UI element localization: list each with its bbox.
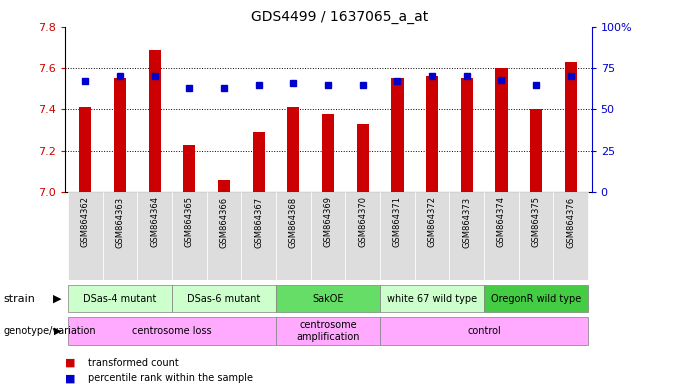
Text: centrosome
amplification: centrosome amplification: [296, 320, 360, 342]
FancyBboxPatch shape: [380, 285, 484, 313]
FancyBboxPatch shape: [172, 192, 207, 280]
Text: GSM864371: GSM864371: [393, 197, 402, 247]
Text: DSas-4 mutant: DSas-4 mutant: [84, 293, 157, 304]
FancyBboxPatch shape: [241, 192, 276, 280]
Bar: [461, 78, 473, 192]
Text: control: control: [467, 326, 501, 336]
Text: DSas-6 mutant: DSas-6 mutant: [188, 293, 260, 304]
Bar: [530, 109, 542, 192]
Text: OregonR wild type: OregonR wild type: [491, 293, 581, 304]
Text: GSM864363: GSM864363: [116, 197, 124, 248]
Text: strain: strain: [3, 293, 35, 304]
Text: centrosome loss: centrosome loss: [133, 326, 212, 336]
Text: genotype/variation: genotype/variation: [3, 326, 96, 336]
Text: ▶: ▶: [53, 293, 61, 304]
Bar: [218, 180, 230, 192]
FancyBboxPatch shape: [484, 192, 519, 280]
Text: GSM864367: GSM864367: [254, 197, 263, 248]
FancyBboxPatch shape: [68, 285, 172, 313]
Text: GSM864369: GSM864369: [324, 197, 333, 247]
Text: GSM864362: GSM864362: [81, 197, 90, 247]
Bar: [288, 108, 299, 192]
Text: GSM864368: GSM864368: [289, 197, 298, 248]
Text: GSM864376: GSM864376: [566, 197, 575, 248]
Bar: [392, 78, 403, 192]
FancyBboxPatch shape: [345, 192, 380, 280]
Text: GSM864375: GSM864375: [532, 197, 541, 247]
Bar: [496, 68, 507, 192]
FancyBboxPatch shape: [380, 317, 588, 345]
Bar: [564, 62, 577, 192]
FancyBboxPatch shape: [554, 192, 588, 280]
FancyBboxPatch shape: [449, 192, 484, 280]
Text: ▶: ▶: [54, 326, 61, 336]
Bar: [357, 124, 369, 192]
Text: GSM864366: GSM864366: [220, 197, 228, 248]
FancyBboxPatch shape: [519, 192, 554, 280]
Text: GSM864370: GSM864370: [358, 197, 367, 247]
Text: GSM864373: GSM864373: [462, 197, 471, 248]
Text: transformed count: transformed count: [88, 358, 179, 368]
FancyBboxPatch shape: [276, 285, 380, 313]
Text: GSM864372: GSM864372: [428, 197, 437, 247]
FancyBboxPatch shape: [276, 317, 380, 345]
FancyBboxPatch shape: [137, 192, 172, 280]
Bar: [426, 76, 438, 192]
Text: ■: ■: [65, 373, 75, 383]
Bar: [184, 144, 195, 192]
Bar: [322, 114, 334, 192]
FancyBboxPatch shape: [207, 192, 241, 280]
FancyBboxPatch shape: [484, 285, 588, 313]
FancyBboxPatch shape: [68, 317, 276, 345]
Bar: [149, 50, 160, 192]
FancyBboxPatch shape: [311, 192, 345, 280]
FancyBboxPatch shape: [276, 192, 311, 280]
FancyBboxPatch shape: [103, 192, 137, 280]
Text: white 67 wild type: white 67 wild type: [387, 293, 477, 304]
Bar: [114, 78, 126, 192]
Text: SakOE: SakOE: [312, 293, 344, 304]
Text: ■: ■: [65, 358, 75, 368]
FancyBboxPatch shape: [172, 285, 276, 313]
Text: percentile rank within the sample: percentile rank within the sample: [88, 373, 254, 383]
Text: GDS4499 / 1637065_a_at: GDS4499 / 1637065_a_at: [252, 10, 428, 23]
Text: GSM864364: GSM864364: [150, 197, 159, 247]
Bar: [253, 132, 265, 192]
FancyBboxPatch shape: [380, 192, 415, 280]
Text: GSM864374: GSM864374: [497, 197, 506, 247]
FancyBboxPatch shape: [68, 192, 103, 280]
Bar: [80, 108, 92, 192]
Text: GSM864365: GSM864365: [185, 197, 194, 247]
FancyBboxPatch shape: [415, 192, 449, 280]
